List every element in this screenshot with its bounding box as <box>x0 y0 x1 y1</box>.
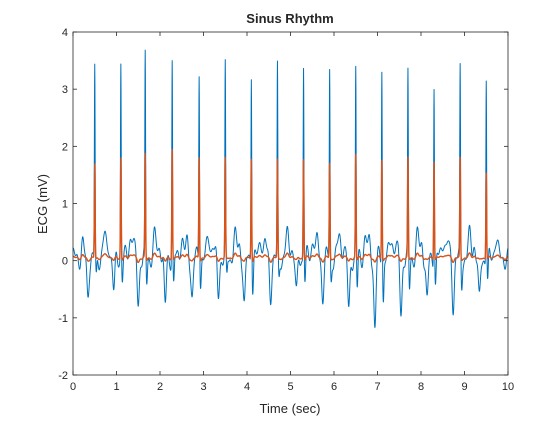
axes-ticks: 0 1 2 3 4 5 6 7 8 9 10 -2 -1 0 1 2 3 4 <box>58 27 514 393</box>
x-tick-label: 4 <box>244 381 250 393</box>
x-tick-label: 0 <box>70 381 76 393</box>
y-tick-label: 0 <box>62 256 68 268</box>
x-tick-label: 10 <box>502 381 514 393</box>
x-tick-label: 5 <box>287 381 293 393</box>
x-tick-label: 8 <box>418 381 424 393</box>
series-line-1 <box>72 148 509 264</box>
y-tick-label: 1 <box>62 199 68 211</box>
x-tick-label: 9 <box>461 381 467 393</box>
x-tick-label: 6 <box>331 381 337 393</box>
y-tick-label: 4 <box>62 27 68 39</box>
x-tick-label: 3 <box>200 381 206 393</box>
x-axis-label: Time (sec) <box>260 401 321 416</box>
y-tick-label: -2 <box>58 370 68 382</box>
series-line-0 <box>72 49 509 328</box>
y-tick-label: -1 <box>58 313 68 325</box>
x-tick-label: 2 <box>157 381 163 393</box>
chart-title: Sinus Rhythm <box>246 11 333 26</box>
x-tick-label: 1 <box>113 381 119 393</box>
x-tick-label: 7 <box>374 381 380 393</box>
plot-area <box>72 49 509 328</box>
y-tick-label: 2 <box>62 141 68 153</box>
y-tick-label: 3 <box>62 84 68 96</box>
y-axis-label: ECG (mV) <box>35 174 50 234</box>
